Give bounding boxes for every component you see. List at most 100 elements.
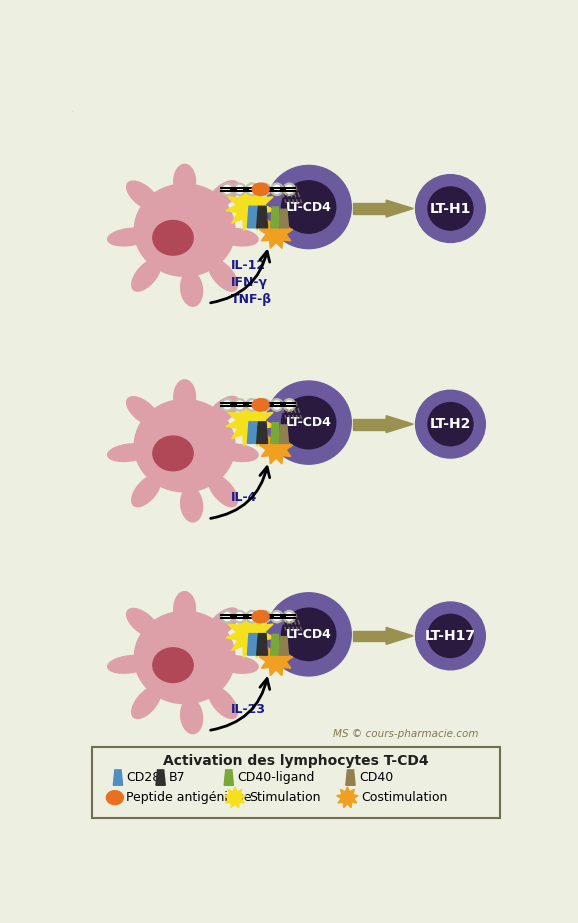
Circle shape <box>286 186 293 193</box>
Polygon shape <box>113 770 123 785</box>
Ellipse shape <box>266 381 351 464</box>
Text: LT-H2: LT-H2 <box>430 417 471 431</box>
Text: LT-CD4: LT-CD4 <box>286 628 332 641</box>
Polygon shape <box>257 422 268 443</box>
Polygon shape <box>224 786 246 808</box>
Ellipse shape <box>174 380 195 414</box>
Polygon shape <box>386 415 413 433</box>
Text: CD40: CD40 <box>359 771 393 784</box>
Circle shape <box>271 610 283 623</box>
Circle shape <box>258 610 271 623</box>
Ellipse shape <box>132 687 161 718</box>
Ellipse shape <box>416 390 486 458</box>
Ellipse shape <box>181 487 202 521</box>
Ellipse shape <box>266 165 351 248</box>
Ellipse shape <box>106 791 123 805</box>
Polygon shape <box>226 398 275 446</box>
FancyBboxPatch shape <box>69 108 523 824</box>
Circle shape <box>221 183 234 196</box>
Polygon shape <box>247 633 258 655</box>
Ellipse shape <box>153 436 193 471</box>
Text: Costimulation: Costimulation <box>361 791 448 804</box>
Polygon shape <box>247 422 258 443</box>
Polygon shape <box>247 206 258 228</box>
Ellipse shape <box>209 687 238 718</box>
Polygon shape <box>156 770 165 785</box>
Polygon shape <box>226 183 275 231</box>
Circle shape <box>271 183 283 196</box>
Circle shape <box>234 610 246 623</box>
Ellipse shape <box>281 181 336 234</box>
Polygon shape <box>279 425 288 443</box>
Ellipse shape <box>108 444 150 462</box>
Ellipse shape <box>181 271 202 306</box>
Ellipse shape <box>209 259 238 291</box>
Ellipse shape <box>181 699 202 734</box>
Circle shape <box>273 613 281 620</box>
Polygon shape <box>353 203 386 214</box>
Circle shape <box>223 402 231 409</box>
Text: Peptide antigénique: Peptide antigénique <box>127 791 252 804</box>
Circle shape <box>236 402 243 409</box>
Polygon shape <box>271 423 280 443</box>
Circle shape <box>286 402 293 409</box>
Text: LT-H1: LT-H1 <box>430 201 471 216</box>
Ellipse shape <box>216 655 258 673</box>
Circle shape <box>248 186 256 193</box>
Polygon shape <box>271 207 280 228</box>
Ellipse shape <box>208 608 239 638</box>
Ellipse shape <box>216 444 258 462</box>
Ellipse shape <box>134 184 235 276</box>
Ellipse shape <box>252 399 269 411</box>
Polygon shape <box>260 215 293 248</box>
Text: Activation des lymphocytes T-CD4: Activation des lymphocytes T-CD4 <box>164 754 429 768</box>
Ellipse shape <box>127 397 159 426</box>
Circle shape <box>248 402 256 409</box>
Polygon shape <box>279 637 288 655</box>
Polygon shape <box>260 431 293 464</box>
Text: LT-H17: LT-H17 <box>425 629 476 643</box>
Polygon shape <box>224 770 234 785</box>
Polygon shape <box>346 770 355 785</box>
Ellipse shape <box>416 174 486 243</box>
Circle shape <box>234 183 246 196</box>
Circle shape <box>283 610 295 623</box>
Ellipse shape <box>174 592 195 627</box>
Polygon shape <box>226 610 275 658</box>
Ellipse shape <box>216 228 258 246</box>
Text: LT-CD4: LT-CD4 <box>286 200 332 213</box>
Text: IL-4: IL-4 <box>231 491 258 504</box>
Polygon shape <box>353 419 386 429</box>
Ellipse shape <box>153 648 193 682</box>
Circle shape <box>223 613 231 620</box>
Circle shape <box>258 183 271 196</box>
Circle shape <box>261 613 268 620</box>
Polygon shape <box>271 634 280 655</box>
Ellipse shape <box>208 396 239 426</box>
Polygon shape <box>279 210 288 228</box>
Ellipse shape <box>281 397 336 449</box>
Polygon shape <box>337 786 358 808</box>
Circle shape <box>283 183 295 196</box>
Circle shape <box>246 610 258 623</box>
Ellipse shape <box>416 602 486 670</box>
Text: CD40-ligand: CD40-ligand <box>238 771 314 784</box>
Ellipse shape <box>174 164 195 199</box>
Polygon shape <box>260 642 293 676</box>
Ellipse shape <box>108 228 150 246</box>
Text: MS © cours-pharmacie.com: MS © cours-pharmacie.com <box>333 729 478 739</box>
Ellipse shape <box>132 259 161 291</box>
Ellipse shape <box>428 615 473 657</box>
Ellipse shape <box>153 221 193 255</box>
Ellipse shape <box>127 181 159 210</box>
Circle shape <box>248 613 256 620</box>
Text: IL-23: IL-23 <box>231 703 266 716</box>
Ellipse shape <box>127 608 159 637</box>
Polygon shape <box>257 206 268 228</box>
Ellipse shape <box>428 402 473 446</box>
Ellipse shape <box>281 608 336 661</box>
Polygon shape <box>257 633 268 655</box>
Circle shape <box>258 399 271 411</box>
Circle shape <box>221 610 234 623</box>
Ellipse shape <box>252 183 269 196</box>
